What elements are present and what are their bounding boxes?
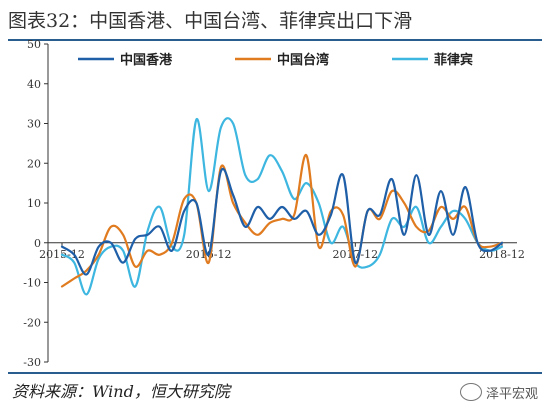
series-line-hongkong <box>60 167 504 276</box>
y-tick-label: 50 <box>27 38 41 51</box>
y-tick-label: -20 <box>23 316 41 329</box>
series-line-taiwan <box>60 154 504 288</box>
y-tick-label: 30 <box>27 118 41 131</box>
y-tick-label: 0 <box>34 237 41 250</box>
legend-label-hongkong: 中国香港 <box>120 52 173 68</box>
y-tick-label: 20 <box>27 157 41 170</box>
bottom-rule <box>8 372 542 374</box>
legend-label-taiwan: 中国台湾 <box>277 52 329 68</box>
series-line-philippines <box>60 117 504 296</box>
y-tick-label: -10 <box>23 277 41 290</box>
legend-label-philippines: 菲律宾 <box>434 52 473 68</box>
top-rule <box>8 39 542 41</box>
y-tick-label: -30 <box>23 356 41 369</box>
watermark: 泽平宏观 <box>459 379 538 405</box>
y-tick-label: 40 <box>27 78 41 91</box>
source-note: 资料来源：Wind，恒大研究院 <box>12 382 230 401</box>
x-tick-label: 2017-12 <box>332 248 378 261</box>
wechat-icon <box>459 383 482 401</box>
y-tick-label: 10 <box>27 197 41 210</box>
figure-title: 图表32：中国香港、中国台湾、菲律宾出口下滑 <box>8 10 413 32</box>
watermark-text: 泽平宏观 <box>485 386 538 402</box>
